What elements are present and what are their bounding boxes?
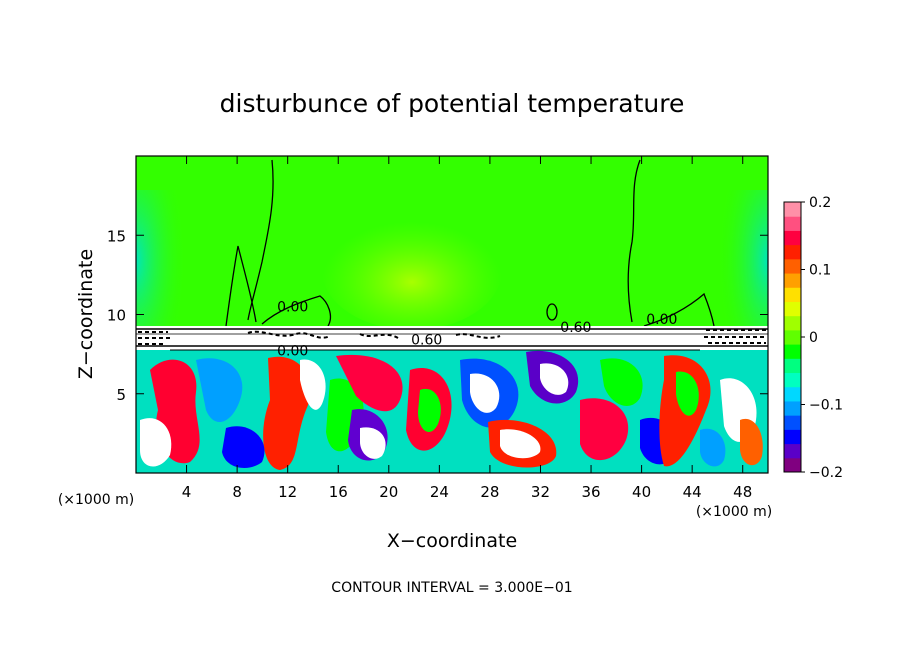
- turbulence-blob: [580, 398, 629, 461]
- colorbar-tick-label: −0.2: [809, 465, 843, 481]
- x-unit-left: (×1000 m): [58, 492, 134, 508]
- turbulence-blob: [600, 358, 643, 407]
- turbulence-blob: [700, 428, 726, 467]
- turbulence-blob: [360, 427, 386, 459]
- turbulence-blob: [140, 418, 172, 467]
- contour-line: [704, 329, 766, 344]
- turbulence-blob: [676, 371, 699, 416]
- turbulence-blob: [222, 426, 265, 468]
- contour-line: [643, 292, 715, 327]
- contour-labels: 0.00 0.60 0.00 0.60 0.00: [277, 299, 677, 359]
- contour-line: [247, 330, 331, 339]
- x-tick-label: 24: [430, 483, 449, 501]
- x-unit-right: (×1000 m): [696, 504, 772, 520]
- y-tick-label: 5: [116, 386, 126, 404]
- contour-line: [261, 295, 332, 327]
- colorbar-swatch: [784, 372, 801, 388]
- x-tick-label: 32: [531, 483, 550, 501]
- x-axis: 4 8 12 16 20 24 28 32 36 40 44 48: [182, 156, 752, 501]
- turbulence-blob: [740, 418, 763, 466]
- colorbar-swatch: [784, 429, 801, 445]
- contour-value-label: 0.60: [411, 333, 442, 349]
- central-warm-region: [322, 210, 502, 330]
- colorbar-swatch: [784, 400, 801, 416]
- x-tick-label: 48: [733, 483, 752, 501]
- colorbar-tick-label: −0.1: [809, 398, 843, 414]
- x-tick-label: 12: [278, 483, 297, 501]
- x-axis-label: X−coordinate: [387, 530, 517, 552]
- x-tick-label: 8: [232, 483, 242, 501]
- contour-line: [225, 245, 257, 327]
- colorbar-swatch: [784, 216, 801, 231]
- colorbar-swatch: [784, 258, 801, 274]
- contour-interval-label: CONTOUR INTERVAL = 3.000E−01: [331, 580, 572, 596]
- contour-line: [247, 159, 274, 321]
- colorbar-swatch: [784, 301, 801, 317]
- x-tick-label: 40: [632, 483, 651, 501]
- x-tick-label: 44: [683, 483, 702, 501]
- colorbar-swatch: [784, 329, 801, 345]
- y-axis: 5 10 15: [107, 227, 768, 404]
- colorbar-swatch: [784, 386, 801, 402]
- turbulence-blob: [196, 358, 243, 423]
- dashed-contours: [138, 329, 766, 345]
- colorbar-swatch: [784, 244, 801, 260]
- colorbar-swatch: [784, 315, 801, 331]
- colorbar-swatch: [784, 457, 801, 473]
- contour-line: [359, 333, 399, 339]
- colorbar-swatch: [784, 287, 801, 302]
- colorbar: 0.2 0.1 0 −0.1 −0.2: [783, 195, 843, 481]
- contour-value-label: 0.00: [646, 312, 677, 328]
- colorbar-swatch: [784, 415, 801, 430]
- turbulence-blob: [500, 429, 541, 459]
- turbulence-blob: [263, 356, 311, 470]
- turbulence-blob: [336, 354, 403, 412]
- chart-title: disturbunce of potential temperature: [220, 89, 685, 118]
- turbulence-blob: [470, 373, 500, 413]
- contour-line: [627, 159, 641, 323]
- contour-line: [138, 331, 170, 345]
- colorbar-swatch: [784, 273, 801, 288]
- right-cool-region: [718, 190, 768, 331]
- colorbar-tick-label: 0: [809, 330, 818, 346]
- heatmap-plot: 0.00 0.60 0.00 0.60 0.00: [136, 156, 768, 473]
- y-tick-label: 15: [107, 227, 126, 245]
- y-tick-label: 10: [107, 307, 126, 325]
- colorbar-swatch: [784, 358, 801, 374]
- colorbar-swatch: [784, 443, 801, 459]
- contour-value-label: 0.60: [560, 320, 591, 336]
- turbulence-blob: [540, 363, 569, 395]
- contour-value-label: 0.00: [277, 299, 308, 315]
- colorbar-tick-label: 0.1: [809, 263, 831, 279]
- colorbar-swatch: [784, 202, 801, 217]
- colorbar-swatch: [784, 344, 801, 359]
- x-tick-label: 20: [379, 483, 398, 501]
- turbulence-blob: [418, 388, 441, 433]
- left-cool-region: [136, 190, 186, 331]
- contour-line: [455, 333, 501, 339]
- colorbar-tick-label: 0.2: [809, 195, 831, 211]
- turbulence-blob: [300, 359, 326, 410]
- contour-loop: [546, 303, 558, 321]
- colorbar-swatch: [784, 230, 801, 246]
- x-tick-label: 16: [329, 483, 348, 501]
- x-tick-label: 28: [480, 483, 499, 501]
- x-tick-label: 36: [581, 483, 600, 501]
- x-tick-label: 4: [182, 483, 192, 501]
- turbulence-blobs: [140, 350, 763, 470]
- contour-value-label: 0.00: [277, 344, 308, 360]
- y-axis-label: Z−coordinate: [75, 249, 97, 379]
